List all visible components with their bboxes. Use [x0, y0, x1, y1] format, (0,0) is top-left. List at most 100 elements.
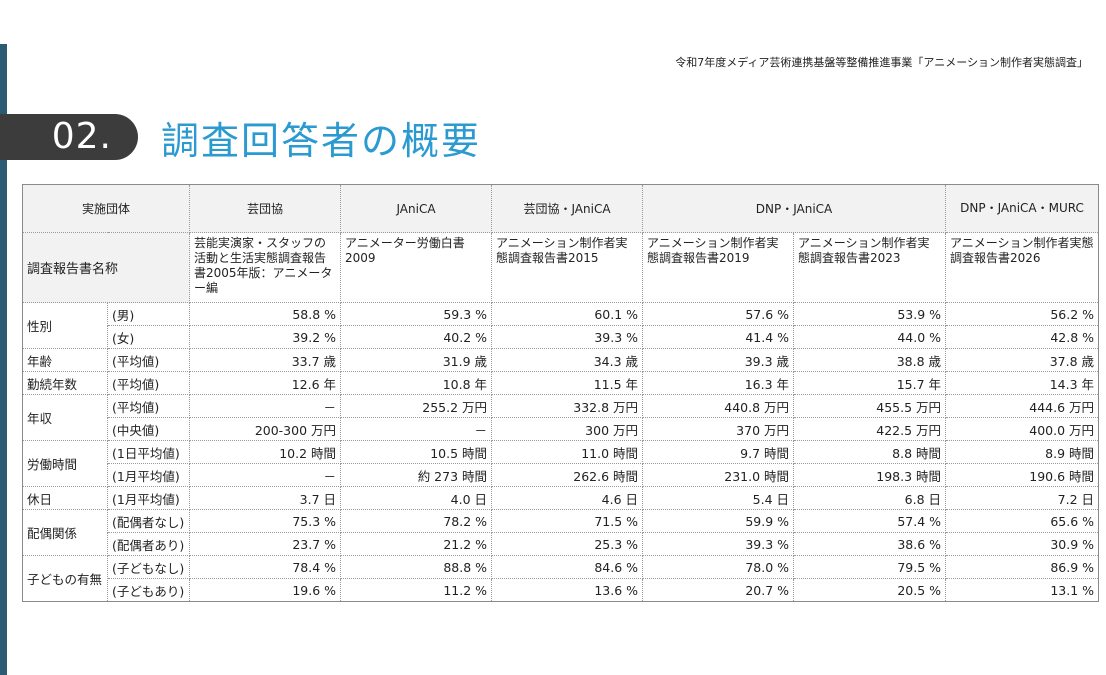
table-row: 子どもの有無 (子どもなし) 78.4 % 88.8 % 84.6 % 78.0…	[22, 555, 1100, 602]
value-cell: 39.3 歳	[642, 348, 795, 372]
left-accent-bar	[0, 44, 7, 675]
value-cell: 255.2 万円	[340, 394, 493, 418]
value-cell: 8.8 時間	[793, 440, 947, 464]
value-cell: 78.4 %	[189, 555, 342, 579]
value-cell: 38.8 歳	[793, 348, 947, 372]
value-cell: 57.4 %	[793, 509, 947, 533]
value-cell: 422.5 万円	[793, 417, 947, 441]
value-cell: 262.6 時間	[491, 463, 644, 487]
value-cell: 71.5 %	[491, 509, 644, 533]
value-cell: 84.6 %	[491, 555, 644, 579]
value-cell: 13.6 %	[491, 578, 644, 602]
sub-label: (男)	[106, 302, 191, 326]
org-header: 芸団協	[189, 184, 342, 233]
value-cell: 231.0 時間	[642, 463, 795, 487]
table-row: (配偶者あり) 23.7 % 21.2 % 25.3 % 39.3 % 38.6…	[23, 532, 1100, 556]
table-row: 勤続年数 (平均値) 12.6 年 10.8 年 11.5 年 16.3 年 1…	[22, 371, 1100, 395]
value-cell: 12.6 年	[189, 371, 342, 395]
value-cell: 37.8 歳	[945, 348, 1100, 372]
org-header: 芸団協・JAniCA	[491, 184, 644, 233]
report-name: アニメーション制作者実態調査報告書2015	[491, 232, 644, 303]
report-name: アニメーター労働白書2009	[340, 232, 493, 303]
value-cell: 75.3 %	[189, 509, 342, 533]
table-row: 年齢 (平均値) 33.7 歳 31.9 歳 34.3 歳 39.3 歳 38.…	[22, 348, 1100, 372]
section-number-badge: 02.	[0, 114, 138, 160]
org-header: JAniCA	[340, 184, 493, 233]
value-cell: 200-300 万円	[189, 417, 342, 441]
value-cell: 57.6 %	[642, 302, 795, 326]
value-cell: 59.3 %	[340, 302, 493, 326]
value-cell: 4.6 日	[491, 486, 644, 510]
value-cell: 10.5 時間	[340, 440, 493, 464]
org-label: 実施団体	[21, 184, 191, 233]
org-header: DNP・JAniCA・MURC	[945, 184, 1100, 233]
value-cell: 20.7 %	[642, 578, 795, 602]
survey-summary-table: 実施団体 芸団協 JAniCA 芸団協・JAniCA DNP・JAniCA DN…	[21, 184, 1100, 602]
value-cell: 30.9 %	[945, 532, 1100, 556]
value-cell: 40.2 %	[340, 325, 493, 349]
value-cell: 3.7 日	[189, 486, 342, 510]
sub-label: (平均値)	[106, 348, 191, 372]
value-cell: 41.4 %	[642, 325, 795, 349]
report-label: 調査報告書名称	[21, 232, 191, 303]
value-cell: 14.3 年	[945, 371, 1100, 395]
table-row: 配偶関係 (配偶者なし) 75.3 % 78.2 % 71.5 % 59.9 %…	[22, 509, 1100, 556]
value-cell: 13.1 %	[945, 578, 1100, 602]
value-cell: 11.5 年	[491, 371, 644, 395]
value-cell: 370 万円	[642, 417, 795, 441]
sub-label: (女)	[106, 325, 191, 349]
value-cell: 78.2 %	[340, 509, 493, 533]
category-label: 年齢	[22, 348, 108, 372]
value-cell: 300 万円	[491, 417, 644, 441]
report-name-row: 調査報告書名称 芸能実演家・スタッフの活動と生活実態調査報告書2005年版：アニ…	[21, 232, 1100, 303]
value-cell: 7.2 日	[945, 486, 1100, 510]
value-cell: 34.3 歳	[491, 348, 644, 372]
value-cell: 33.7 歳	[189, 348, 342, 372]
value-cell: 39.3 %	[642, 532, 795, 556]
report-name: 芸能実演家・スタッフの活動と生活実態調査報告書2005年版：アニメーター編	[189, 232, 342, 303]
table-row: 休日 (1月平均値) 3.7 日 4.0 日 4.6 日 5.4 日 6.8 日…	[22, 486, 1100, 510]
table-row: 労働時間 (1日平均値) 10.2 時間 10.5 時間 11.0 時間 9.7…	[22, 440, 1100, 487]
value-cell: 190.6 時間	[945, 463, 1100, 487]
table-row: 性別 (男) 58.8 % 59.3 % 60.1 % 57.6 % 53.9 …	[22, 302, 1100, 349]
value-cell: 10.2 時間	[189, 440, 342, 464]
value-cell: 11.2 %	[340, 578, 493, 602]
value-cell: 16.3 年	[642, 371, 795, 395]
org-header-row: 実施団体 芸団協 JAniCA 芸団協・JAniCA DNP・JAniCA DN…	[21, 184, 1100, 233]
value-cell: 5.4 日	[642, 486, 795, 510]
category-label: 年収	[22, 394, 108, 441]
value-cell: 21.2 %	[340, 532, 493, 556]
report-name: アニメーション制作者実態調査報告書2026	[945, 232, 1100, 303]
value-cell: 15.7 年	[793, 371, 947, 395]
category-label: 労働時間	[22, 440, 108, 487]
table-row: (中央値) 200-300 万円 － 300 万円 370 万円 422.5 万…	[23, 417, 1100, 441]
category-label: 性別	[22, 302, 108, 349]
value-cell: 11.0 時間	[491, 440, 644, 464]
table-row: (女) 39.2 % 40.2 % 39.3 % 41.4 % 44.0 % 4…	[23, 325, 1100, 349]
sub-label: (子どもなし)	[106, 555, 191, 579]
sub-label: (子どもあり)	[106, 578, 191, 602]
sub-label: (中央値)	[106, 417, 191, 441]
value-cell: 38.6 %	[793, 532, 947, 556]
value-cell: 440.8 万円	[642, 394, 795, 418]
sub-label: (平均値)	[106, 371, 191, 395]
sub-label: (1月平均値)	[106, 463, 191, 487]
value-cell: －	[189, 463, 342, 487]
sub-label: (配偶者なし)	[106, 509, 191, 533]
value-cell: 65.6 %	[945, 509, 1100, 533]
value-cell: 444.6 万円	[945, 394, 1100, 418]
table-row: 年収 (平均値) － 255.2 万円 332.8 万円 440.8 万円 45…	[22, 394, 1100, 441]
value-cell: 6.8 日	[793, 486, 947, 510]
value-cell: 19.6 %	[189, 578, 342, 602]
value-cell: 31.9 歳	[340, 348, 493, 372]
value-cell: 56.2 %	[945, 302, 1100, 326]
project-header: 令和7年度メディア芸術連携基盤等整備推進事業「アニメーション制作者実態調査」	[675, 56, 1088, 69]
value-cell: 78.0 %	[642, 555, 795, 579]
value-cell: 58.8 %	[189, 302, 342, 326]
value-cell: －	[189, 394, 342, 418]
value-cell: 20.5 %	[793, 578, 947, 602]
sub-label: (1日平均値)	[106, 440, 191, 464]
value-cell: －	[340, 417, 493, 441]
report-name: アニメーション制作者実態調査報告書2019	[642, 232, 795, 303]
category-label: 配偶関係	[22, 509, 108, 556]
